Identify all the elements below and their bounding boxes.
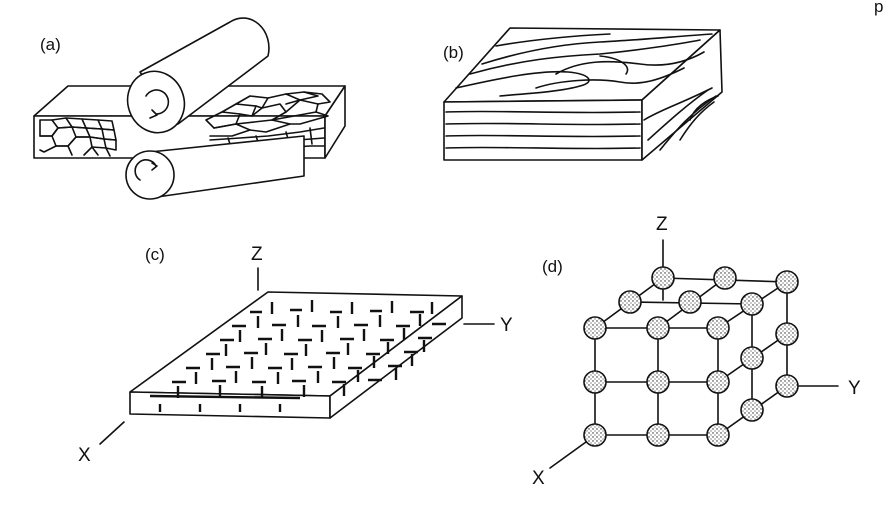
- top-roller: [126, 17, 270, 134]
- panel-d-label: (d): [542, 257, 563, 276]
- fibre-dashes: [149, 300, 446, 412]
- wood-front-face: [443, 99, 643, 161]
- panel-b-wood: (b): [443, 27, 723, 161]
- lattice-atoms: [583, 266, 799, 447]
- lattice-axis-x-label: X: [532, 468, 545, 489]
- panel-a-label: (a): [40, 35, 61, 54]
- panel-c-fibres: (c) Z Y X: [78, 244, 513, 466]
- lattice-axis-y-label: Y: [848, 378, 861, 399]
- panel-a-rolling: (a): [33, 17, 346, 200]
- wood-grain-lines: [445, 33, 719, 151]
- panel-b-label: (b): [443, 43, 464, 62]
- lattice-axis-x-line: [549, 441, 587, 469]
- axis-z-label: Z: [251, 244, 263, 265]
- axis-x-label: X: [78, 445, 91, 466]
- lattice-axis-z-label: Z: [656, 214, 668, 235]
- equiaxed-grains: [39, 117, 117, 157]
- slab-side-face: [329, 295, 463, 419]
- panel-c-label: (c): [145, 245, 165, 264]
- axis-y-label: Y: [500, 315, 513, 336]
- axis-x-line: [99, 421, 125, 445]
- page-corner-text: p: [874, 0, 883, 16]
- panel-d-lattice: (d): [532, 214, 861, 489]
- bottom-roller: [125, 135, 305, 200]
